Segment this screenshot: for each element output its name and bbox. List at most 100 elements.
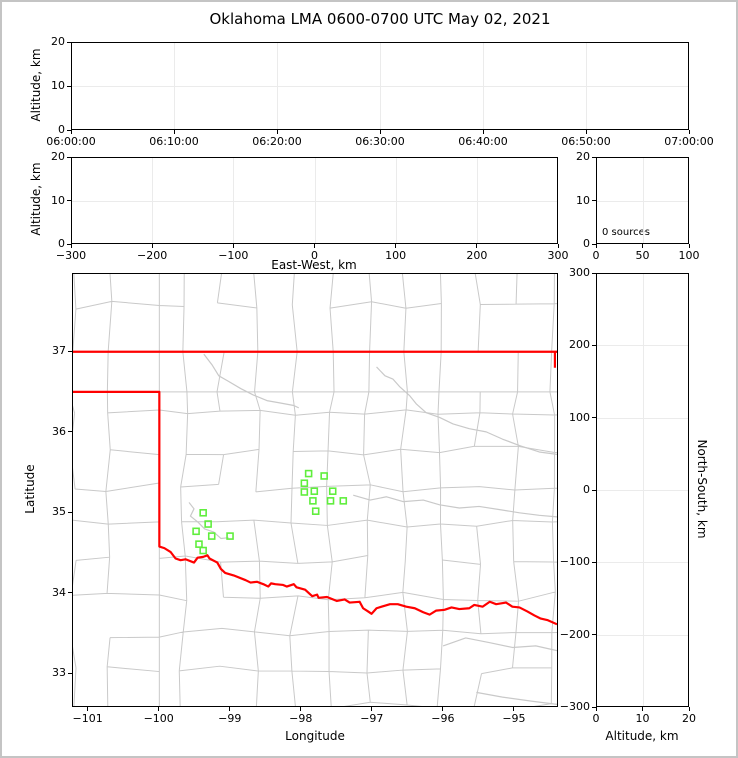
tick-label: 36 xyxy=(52,424,66,438)
tick-label: 20 xyxy=(682,712,696,725)
tick-label: 20 xyxy=(51,150,65,163)
axis-tick xyxy=(592,344,596,346)
eastwest-altitude-panel xyxy=(71,157,558,244)
axis-tick xyxy=(173,130,175,134)
tick-label: 100 xyxy=(385,249,407,262)
axis-tick xyxy=(67,129,71,131)
river-line xyxy=(476,691,557,705)
axis-tick xyxy=(395,244,397,248)
axis-tick xyxy=(442,707,444,711)
tick-label: 100 xyxy=(678,249,700,262)
tick-label: 0 xyxy=(311,249,318,262)
tick-label: 0 xyxy=(583,483,590,496)
time-altitude-panel xyxy=(71,42,689,130)
axis-tick xyxy=(151,244,153,248)
tick-label: −200 xyxy=(559,627,590,641)
axis-tick xyxy=(592,634,596,636)
tick-label: 0 xyxy=(592,249,600,262)
tick-label: 06:20:00 xyxy=(252,135,302,148)
lma-station-marker xyxy=(204,520,212,528)
axis-tick xyxy=(70,244,72,248)
tick-label: −100 xyxy=(218,249,249,262)
gridline xyxy=(597,634,688,636)
lma-station-marker xyxy=(199,509,207,517)
tick-label: 20 xyxy=(51,35,65,48)
tick-label: 10 xyxy=(51,193,65,207)
lma-station-marker xyxy=(326,497,335,505)
lma-station-marker xyxy=(199,546,207,555)
tick-label: −200 xyxy=(137,249,168,262)
axis-tick xyxy=(232,244,234,248)
river-line xyxy=(442,637,557,652)
axis-tick xyxy=(592,243,596,245)
gridline xyxy=(597,562,688,564)
sources-count-annotation: 0 sources xyxy=(602,227,650,238)
lma-station-marker xyxy=(310,487,319,495)
tick-label: −100 xyxy=(143,712,174,725)
tick-label: 20 xyxy=(576,150,590,163)
tick-label: 10 xyxy=(576,193,590,207)
axis-tick xyxy=(67,200,71,201)
tick-label: 34 xyxy=(52,585,66,599)
lma-station-marker xyxy=(192,527,200,536)
axis-tick xyxy=(314,244,315,248)
tick-label: 0 xyxy=(58,237,65,250)
axis-tick xyxy=(642,707,643,711)
axis-tick xyxy=(592,706,596,708)
axis-tick xyxy=(229,707,231,711)
county-boundaries xyxy=(73,274,557,706)
axis-tick xyxy=(585,130,587,134)
axis-tick xyxy=(482,130,484,134)
axis-tick xyxy=(276,130,278,134)
tick-label: −100 xyxy=(559,555,590,569)
tick-label: −96 xyxy=(431,712,455,725)
map-xlabel: Longitude xyxy=(285,729,345,743)
axis-tick xyxy=(642,244,643,248)
tick-label: 10 xyxy=(635,712,650,725)
map-ylabel: Latitude xyxy=(23,464,37,514)
axis-tick xyxy=(592,272,596,274)
tick-label: 100 xyxy=(569,410,590,424)
lma-station-marker xyxy=(320,472,328,480)
axis-tick xyxy=(557,244,559,248)
station-markers xyxy=(192,469,348,555)
tick-label: −98 xyxy=(289,712,313,725)
tick-label: −97 xyxy=(360,712,384,725)
oklahoma-map-canvas xyxy=(73,274,557,706)
gridline xyxy=(597,417,688,419)
axis-tick xyxy=(592,489,596,491)
northsouth-altitude-panel xyxy=(596,273,689,707)
axis-tick xyxy=(67,243,71,245)
lma-station-marker xyxy=(339,497,348,505)
axis-tick xyxy=(67,156,71,158)
gridline xyxy=(597,200,688,202)
gridline xyxy=(72,200,557,202)
axis-tick xyxy=(592,561,596,563)
river-line xyxy=(353,494,557,518)
tick-label: 06:10:00 xyxy=(149,135,199,148)
altitude-histogram-panel xyxy=(596,157,689,244)
map-panel xyxy=(72,273,558,707)
axis-tick xyxy=(70,130,72,134)
axis-tick xyxy=(592,417,596,419)
tick-label: 35 xyxy=(52,505,66,519)
tick-label: 10 xyxy=(51,79,65,92)
axis-tick xyxy=(476,244,478,248)
lma-station-marker xyxy=(304,469,313,478)
axis-tick xyxy=(371,707,373,711)
tick-label: −95 xyxy=(502,712,526,725)
lma-station-marker xyxy=(195,540,203,548)
axis-tick xyxy=(592,200,596,201)
river-line xyxy=(203,353,300,409)
tick-label: 06:50:00 xyxy=(561,135,611,148)
lma-station-marker xyxy=(309,497,317,505)
lma-station-marker xyxy=(207,532,216,540)
tick-label: 200 xyxy=(569,338,590,352)
gridline xyxy=(597,490,688,491)
river-line xyxy=(188,502,229,540)
tick-label: 33 xyxy=(52,666,66,680)
axis-tick xyxy=(688,244,690,248)
lma-station-marker xyxy=(300,479,309,488)
axis-tick xyxy=(68,431,72,433)
tick-label: 0 xyxy=(592,712,600,725)
